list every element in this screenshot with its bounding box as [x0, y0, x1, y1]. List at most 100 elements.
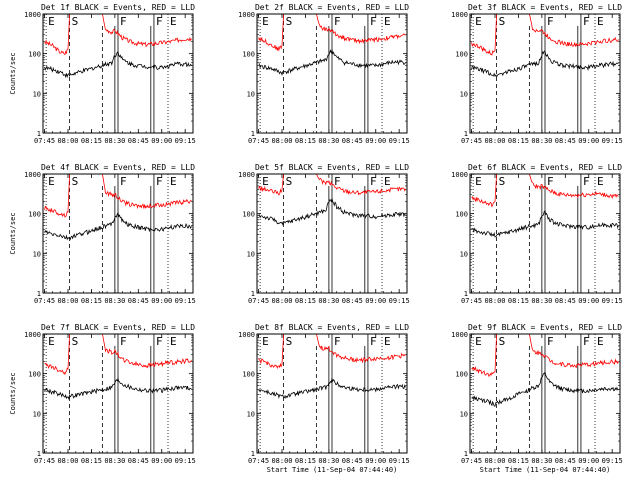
plot-frame — [42, 333, 194, 454]
marker-label: F — [156, 335, 163, 348]
y-tick-label: 100 — [242, 211, 255, 219]
x-tick-label: 08:00 — [271, 297, 292, 305]
x-tick-label: 08:45 — [128, 297, 149, 305]
marker-label: F — [370, 15, 377, 28]
series-line-black — [471, 50, 619, 78]
chart-title: Det 5f BLACK = Events, RED = LLD — [255, 163, 409, 172]
x-tick-label: 09:15 — [602, 457, 623, 465]
y-tick-label: 1 — [464, 290, 468, 298]
x-tick-label: 08:30 — [531, 137, 552, 145]
x-tick-label: 08:30 — [318, 457, 339, 465]
marker-label: E — [475, 335, 482, 348]
plot-frame — [469, 173, 621, 294]
marker-label: S — [499, 335, 506, 348]
x-tick-label: 08:30 — [104, 297, 125, 305]
plot-frame — [256, 173, 408, 294]
x-tick-label: 09:00 — [578, 137, 599, 145]
y-tick-label: 1000 — [451, 11, 468, 19]
x-tick-label: 09:15 — [389, 137, 410, 145]
y-axis-label: Counts/sec — [9, 372, 17, 414]
marker-label: E — [170, 15, 177, 28]
x-tick-label: 08:00 — [271, 457, 292, 465]
y-tick-label: 10 — [460, 250, 468, 258]
x-tick-label: 08:45 — [555, 297, 576, 305]
y-tick-label: 1000 — [451, 171, 468, 179]
x-tick-label: 08:00 — [57, 137, 78, 145]
x-tick-label: 09:15 — [175, 457, 196, 465]
x-tick-label: 08:45 — [128, 457, 149, 465]
x-tick-label: 09:15 — [175, 297, 196, 305]
y-tick-label: 1000 — [24, 171, 41, 179]
y-tick-label: 1 — [37, 130, 41, 138]
marker-label: S — [72, 15, 79, 28]
x-tick-label: 08:00 — [484, 457, 505, 465]
y-tick-label: 100 — [242, 51, 255, 59]
y-tick-label: 100 — [28, 51, 41, 59]
x-tick-label: 07:45 — [461, 297, 482, 305]
y-tick-label: 100 — [455, 51, 468, 59]
y-tick-label: 1 — [251, 130, 255, 138]
marker-label: F — [120, 335, 127, 348]
marker-label: E — [384, 175, 391, 188]
series-line-black — [258, 198, 406, 226]
marker-label: S — [72, 175, 79, 188]
marker-label: E — [170, 175, 177, 188]
x-tick-label: 08:45 — [342, 137, 363, 145]
marker-label: E — [475, 15, 482, 28]
series-line-black — [471, 370, 619, 407]
y-tick-label: 1 — [464, 130, 468, 138]
marker-label: S — [499, 15, 506, 28]
x-tick-label: 09:00 — [578, 457, 599, 465]
marker-label: E — [262, 175, 269, 188]
x-tick-label: 08:15 — [508, 137, 529, 145]
marker-label: F — [156, 15, 163, 28]
y-tick-label: 10 — [247, 90, 255, 98]
x-tick-label: 09:00 — [578, 297, 599, 305]
x-tick-label: 08:15 — [81, 137, 102, 145]
marker-label: E — [597, 175, 604, 188]
chart-title: Det 7f BLACK = Events, RED = LLD — [41, 323, 195, 332]
x-tick-label: 07:45 — [461, 457, 482, 465]
marker-label: S — [286, 175, 293, 188]
y-tick-label: 1000 — [238, 11, 255, 19]
series-line-black — [258, 48, 406, 77]
marker-label: E — [170, 335, 177, 348]
y-axis-label: Counts/sec — [9, 212, 17, 254]
x-tick-label: 08:15 — [295, 297, 316, 305]
x-tick-label: 09:00 — [151, 137, 172, 145]
x-tick-label: 08:15 — [508, 457, 529, 465]
x-tick-label: 07:45 — [248, 297, 269, 305]
x-tick-label: 09:15 — [175, 137, 196, 145]
x-tick-label: 07:45 — [34, 297, 55, 305]
x-tick-label: 08:15 — [295, 457, 316, 465]
plot-frame — [256, 333, 408, 454]
chart-panel-1: Det 1f BLACK = Events, RED = LLD Counts/s… — [9, 3, 196, 145]
chart-panel-6: Det 6f BLACK = Events, RED = LLD 1 10 100 10… — [451, 163, 623, 305]
marker-label: S — [499, 175, 506, 188]
x-tick-label: 08:15 — [295, 137, 316, 145]
marker-label: F — [120, 15, 127, 28]
marker-label: F — [370, 175, 377, 188]
x-tick-label: 07:45 — [248, 457, 269, 465]
x-tick-label: 08:45 — [555, 457, 576, 465]
series-line-red — [471, 13, 619, 56]
series-line-red — [471, 333, 619, 377]
marker-label: F — [547, 175, 554, 188]
series-line-black — [44, 50, 192, 79]
marker-label: E — [48, 15, 55, 28]
x-tick-label: 08:00 — [484, 137, 505, 145]
x-tick-label: 09:00 — [151, 457, 172, 465]
series-line-black — [44, 211, 192, 241]
x-tick-label: 08:00 — [57, 297, 78, 305]
x-tick-label: 08:45 — [555, 137, 576, 145]
marker-label: F — [334, 335, 341, 348]
marker-label: F — [370, 335, 377, 348]
y-tick-label: 1 — [37, 290, 41, 298]
marker-label: E — [48, 175, 55, 188]
x-tick-label: 08:15 — [81, 297, 102, 305]
marker-label: F — [334, 175, 341, 188]
y-tick-label: 100 — [28, 371, 41, 379]
y-tick-label: 1 — [37, 450, 41, 458]
chart-title: Det 1f BLACK = Events, RED = LLD — [41, 3, 195, 12]
